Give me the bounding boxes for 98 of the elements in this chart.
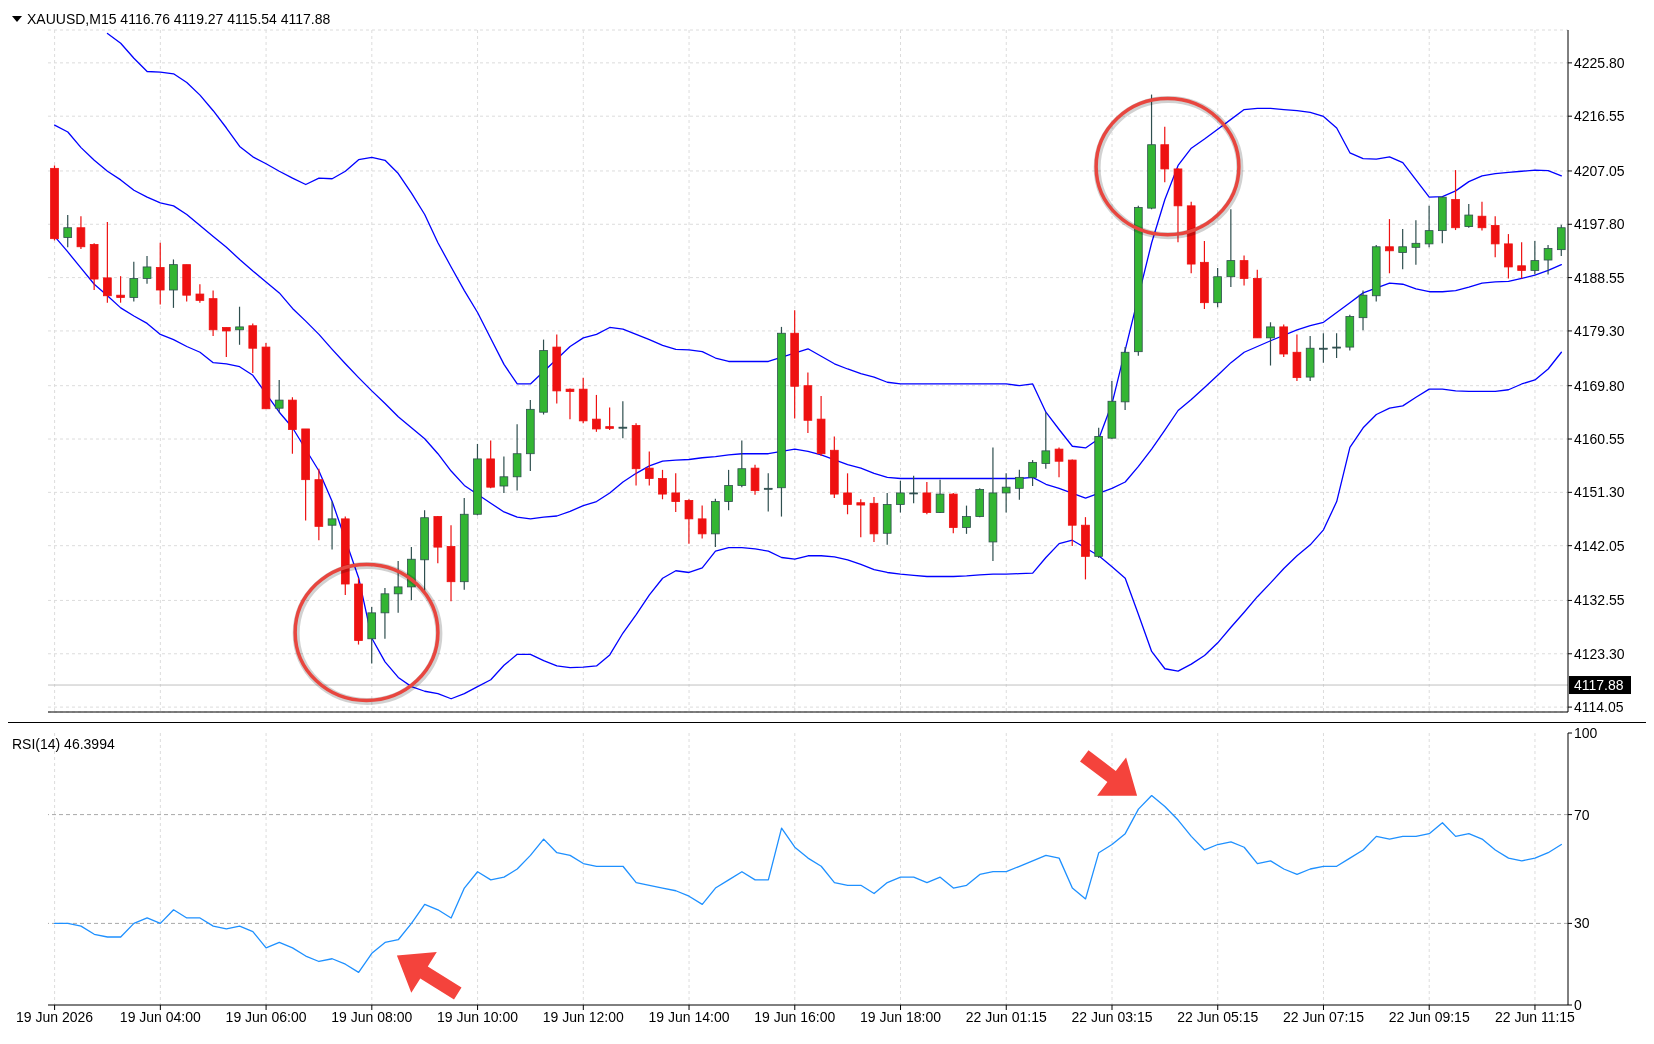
line-series [53, 124, 1563, 520]
candlestick [1398, 228, 1407, 270]
candlestick [1015, 469, 1024, 501]
chart-title: XAUUSD,M15 4116.76 4119.27 4115.54 4117.88 [27, 11, 331, 27]
y-tick-label: 4123.30 [1574, 645, 1625, 662]
y-tick-label: 0 [1574, 996, 1582, 1013]
candlestick [76, 215, 86, 250]
candlestick [327, 500, 337, 551]
candlestick [1464, 203, 1474, 229]
x-tick-label: 22 Jun 09:15 [1388, 1008, 1470, 1025]
candlestick [684, 498, 694, 545]
x-tick-label: 19 Jun 16:00 [754, 1008, 836, 1025]
candlestick [393, 560, 403, 614]
candlestick [644, 450, 654, 487]
candlestick [1411, 219, 1421, 266]
y-tick-label: 4225.80 [1574, 54, 1625, 71]
y-tick-label: 4216.55 [1574, 108, 1625, 125]
candlestick [1226, 208, 1236, 288]
candlestick [380, 587, 390, 640]
x-tick-label: 22 Jun 11:15 [1495, 1008, 1576, 1025]
candlestick [935, 479, 945, 514]
candlestick [222, 326, 231, 358]
x-tick-label: 19 Jun 04:00 [119, 1008, 202, 1025]
candlestick [1028, 459, 1037, 487]
candlestick [1385, 218, 1394, 274]
candlestick [605, 407, 614, 431]
candlestick [1319, 332, 1328, 364]
candlestick [1556, 224, 1566, 257]
y-tick-label: 4142.05 [1574, 537, 1625, 554]
candlestick [896, 480, 905, 514]
candlestick [116, 275, 125, 304]
y-tick-label: 4151.30 [1574, 484, 1625, 501]
candlestick [142, 255, 152, 285]
candlestick [856, 498, 866, 538]
y-tick-label: 4207.05 [1574, 162, 1625, 179]
y-tick-label: 100 [1574, 724, 1598, 741]
candlestick [592, 394, 601, 433]
candlestick [1358, 289, 1368, 331]
x-tick-label: 22 Jun 05:15 [1177, 1008, 1259, 1025]
x-tick-label: 22 Jun 07:15 [1282, 1008, 1365, 1025]
x-tick-label: 19 Jun 18:00 [860, 1008, 942, 1025]
candlestick [1424, 205, 1434, 248]
ref-line-label: 4117.88 [1574, 677, 1624, 694]
line-series [106, 32, 1563, 449]
candlestick [1266, 321, 1275, 367]
candlestick [155, 242, 165, 306]
y-tick-label: 4132.55 [1574, 592, 1625, 609]
x-tick-label: 19 Jun 14:00 [648, 1008, 730, 1025]
candlestick [697, 505, 707, 540]
x-tick-label: 22 Jun 01:15 [965, 1008, 1047, 1025]
x-tick-label: 22 Jun 03:15 [1071, 1008, 1153, 1025]
candlestick [1517, 241, 1526, 280]
y-tick-label: 30 [1574, 915, 1590, 932]
candlestick [1041, 411, 1051, 470]
candlestick [565, 387, 575, 420]
candlestick [1490, 215, 1500, 258]
y-tick-label: 4197.80 [1574, 216, 1625, 233]
candlestick [195, 283, 205, 304]
candlestick [737, 439, 747, 488]
x-tick-label: 19 Jun 08:00 [331, 1008, 413, 1025]
candlestick [274, 379, 284, 413]
candlestick [63, 214, 73, 248]
candlestick [671, 472, 681, 513]
candlestick [1543, 244, 1553, 276]
x-tick-label: 19 Jun 06:00 [225, 1008, 307, 1025]
candlestick [1530, 240, 1540, 276]
candlestick [129, 261, 139, 303]
candlestick [103, 221, 112, 304]
candlestick [1332, 332, 1341, 359]
y-tick-label: 70 [1574, 806, 1590, 823]
candlestick [922, 481, 932, 515]
candlestick [1001, 472, 1011, 514]
y-tick-label: 4169.80 [1574, 377, 1625, 394]
y-tick-label: 4188.55 [1574, 269, 1625, 286]
candlestick [962, 505, 971, 535]
x-tick-label: 19 Jun 12:00 [542, 1008, 624, 1025]
candlestick [1239, 254, 1249, 286]
candlestick [618, 400, 628, 439]
candlestick [763, 472, 773, 512]
candlestick [1054, 446, 1064, 478]
candlestick [909, 475, 918, 504]
candlestick [499, 456, 509, 494]
candlestick [658, 469, 667, 500]
candlestick [235, 306, 244, 346]
chart-title: RSI(14) 46.3994 [12, 736, 115, 752]
candlestick [724, 469, 733, 511]
x-tick-label: 19 Jun 10:00 [437, 1008, 519, 1025]
candlestick [512, 423, 522, 492]
y-tick-label: 4114.05 [1574, 699, 1624, 716]
line-series [53, 794, 1563, 974]
candlestick [843, 472, 852, 515]
y-tick-label: 4160.55 [1574, 431, 1625, 447]
candlestick [1477, 201, 1487, 232]
candlestick [1504, 233, 1513, 280]
candlestick [750, 464, 760, 496]
candlestick [248, 322, 258, 374]
y-tick-label: 4179.30 [1574, 322, 1625, 339]
x-tick-label: 19 Jun 2026 [16, 1008, 94, 1025]
